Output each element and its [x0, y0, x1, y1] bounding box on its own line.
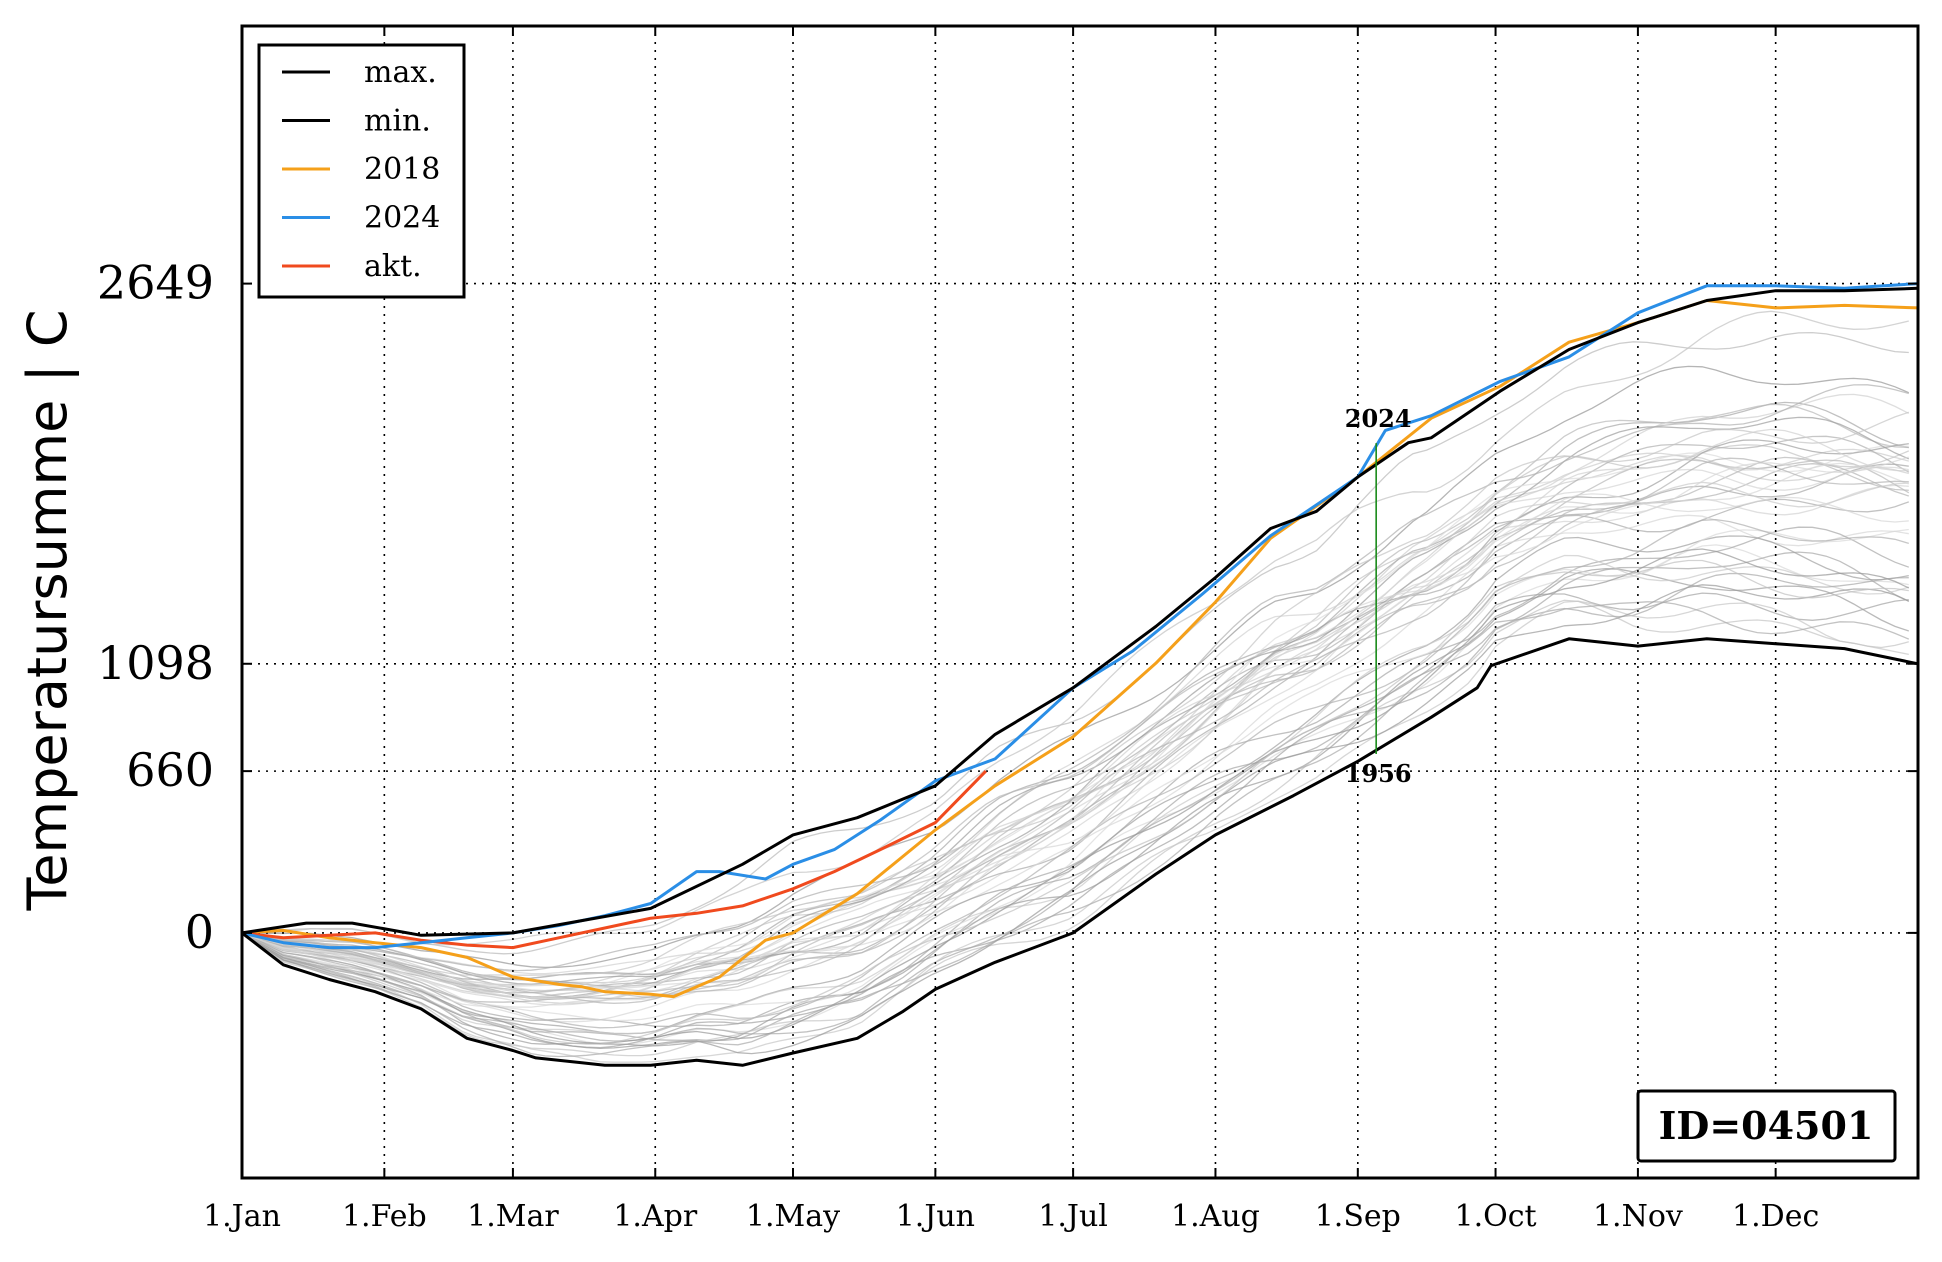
series-line-akt [241, 770, 987, 950]
history-curve [241, 498, 1910, 1003]
history-curve [241, 526, 1910, 1028]
history-curve [241, 463, 1909, 999]
x-tick-label: 1.Dec [1732, 1199, 1819, 1234]
history-curve [241, 600, 1909, 1063]
history-curve [241, 411, 1910, 976]
historical-years-curves [241, 310, 1910, 1063]
x-tick-label: 1.Nov [1593, 1199, 1683, 1234]
x-tick-label: 1.Sep [1315, 1199, 1401, 1234]
history-curve [241, 457, 1909, 1004]
history-curve [241, 456, 1909, 998]
legend-label: max. [364, 55, 437, 90]
history-curve [241, 535, 1909, 1035]
y-axis-label: Temperatursumme | C [16, 309, 79, 911]
history-curve [241, 493, 1909, 1008]
history-curve [241, 584, 1910, 1055]
history-curve [241, 416, 1910, 985]
x-tick-label: 1.Aug [1171, 1199, 1260, 1234]
history-curve [241, 393, 1910, 975]
series-line-2024 [241, 282, 1919, 950]
x-tick-label: 1.Mar [467, 1199, 559, 1234]
legend-label: akt. [364, 249, 422, 284]
y-tick-label: 1098 [97, 636, 214, 690]
series-layer [241, 282, 1919, 1067]
legend: max. min. 2018 2024 akt. [257, 43, 466, 299]
history-curve [241, 551, 1910, 1042]
history-curve [241, 428, 1909, 992]
id-box: ID=04501 [1636, 1089, 1897, 1163]
annotation-2024: 2024 [1345, 404, 1412, 433]
history-curve [241, 528, 1909, 1022]
annotation-layer: 2024 1956 [1345, 404, 1412, 788]
history-curve [241, 559, 1909, 1045]
history-curve [241, 365, 1910, 969]
history-curve [241, 548, 1910, 1044]
history-curve [241, 454, 1909, 1000]
plot-frame [240, 24, 1920, 1180]
history-curve [241, 554, 1909, 1035]
history-curve [241, 403, 1909, 980]
legend-label: 2024 [364, 201, 440, 236]
history-curve [241, 401, 1909, 980]
legend-frame [257, 43, 466, 299]
series-line-max [241, 286, 1919, 937]
history-curve [241, 448, 1909, 994]
y-tick-label: 2649 [97, 256, 214, 310]
history-curve [241, 456, 1909, 989]
history-curve [241, 592, 1909, 1049]
x-tick-label: 1.Jun [896, 1199, 975, 1234]
axes: 1.Jan 1.Feb 1.Mar 1.Apr 1.May 1.Jun 1.Jul 1.Aug… [97, 24, 1920, 1234]
series-line-2018 [241, 299, 1919, 999]
legend-label: min. [364, 104, 431, 139]
x-tick-label: 1.Oct [1455, 1199, 1537, 1234]
id-box-label: ID=04501 [1659, 1103, 1874, 1148]
legend-label: 2018 [364, 152, 440, 187]
y-tick-label: 660 [126, 743, 214, 797]
x-tick-label: 1.Feb [342, 1199, 427, 1234]
x-tick-label: 1.Jul [1038, 1199, 1108, 1234]
history-curve [241, 310, 1909, 946]
x-tick-label: 1.May [746, 1199, 840, 1234]
history-curve [241, 567, 1910, 1047]
y-tick-label: 0 [185, 905, 214, 959]
history-curve [241, 601, 1910, 1058]
history-curve [241, 463, 1910, 998]
history-curve [241, 444, 1910, 986]
history-curve [241, 444, 1909, 992]
history-curve [241, 484, 1909, 1006]
x-tick-label: 1.Apr [613, 1199, 697, 1234]
history-curve [241, 466, 1909, 1000]
history-curve [241, 384, 1909, 972]
annotation-1956: 1956 [1345, 759, 1412, 788]
x-tick-label: 1.Jan [203, 1199, 281, 1234]
history-curve [241, 462, 1910, 999]
id-box-frame [1636, 1089, 1897, 1163]
history-curve [241, 331, 1909, 955]
history-curve [241, 518, 1909, 1029]
series-line-min [241, 637, 1919, 1067]
